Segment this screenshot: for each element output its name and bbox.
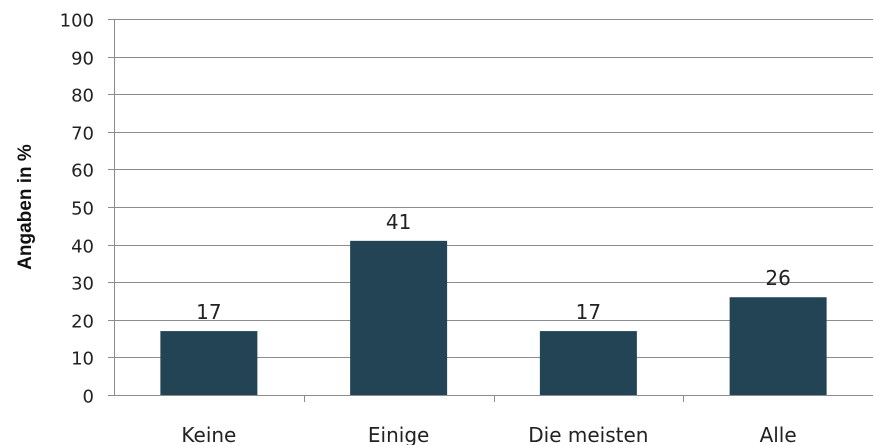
category-label: Einige (368, 423, 429, 445)
data-label: 17 (576, 300, 601, 324)
data-labels: 17 41 17 26 (196, 210, 791, 324)
y-tick-label: 70 (71, 124, 94, 145)
y-tick-label: 0 (83, 387, 94, 408)
y-tick-label: 50 (71, 199, 94, 220)
category-label: Keine (181, 423, 236, 445)
y-tick-label: 10 (71, 349, 94, 370)
bar (540, 331, 637, 395)
y-tick-label: 40 (71, 237, 94, 258)
bar (350, 241, 447, 395)
y-tick-label: 100 (60, 11, 94, 32)
bar (160, 331, 257, 395)
data-label: 17 (196, 300, 221, 324)
y-tick-label: 30 (71, 274, 94, 295)
y-tick-label: 60 (71, 161, 94, 182)
y-axis-title: Angaben in % (15, 144, 36, 270)
y-tick-label: 90 (71, 49, 94, 70)
y-tick-label: 80 (71, 86, 94, 107)
category-label: Die meisten (528, 423, 648, 445)
y-tick-labels: 0 10 20 30 40 50 60 70 80 90 100 (60, 11, 94, 408)
bars (160, 241, 826, 395)
data-label: 26 (765, 266, 790, 290)
data-label: 41 (386, 210, 411, 234)
y-tick-label: 20 (71, 312, 94, 333)
category-label: Alle (760, 423, 797, 445)
category-labels: Keine Einige Die meisten Alle (181, 423, 796, 445)
bar (730, 297, 827, 395)
